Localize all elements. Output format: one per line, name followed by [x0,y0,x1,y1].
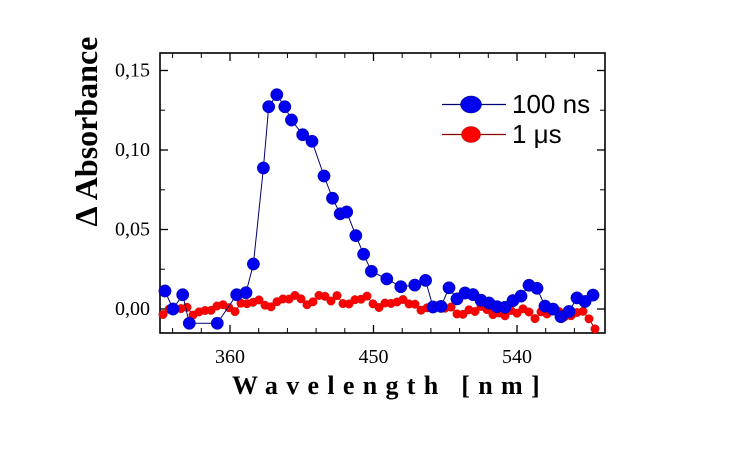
svg-text:540: 540 [502,346,532,368]
svg-text:Δ Absorbance: Δ Absorbance [68,37,104,227]
svg-text:450: 450 [359,346,389,368]
svg-text:0,15: 0,15 [115,60,150,82]
svg-text:0,00: 0,00 [115,298,150,320]
svg-text:0,05: 0,05 [115,219,150,241]
svg-text:0,10: 0,10 [115,139,150,161]
svg-text:100 ns: 100 ns [512,89,590,119]
svg-text:360: 360 [215,346,245,368]
svg-text:Wavelength [nm]: Wavelength [nm] [232,371,548,400]
svg-text:1 μs: 1 μs [512,119,562,149]
